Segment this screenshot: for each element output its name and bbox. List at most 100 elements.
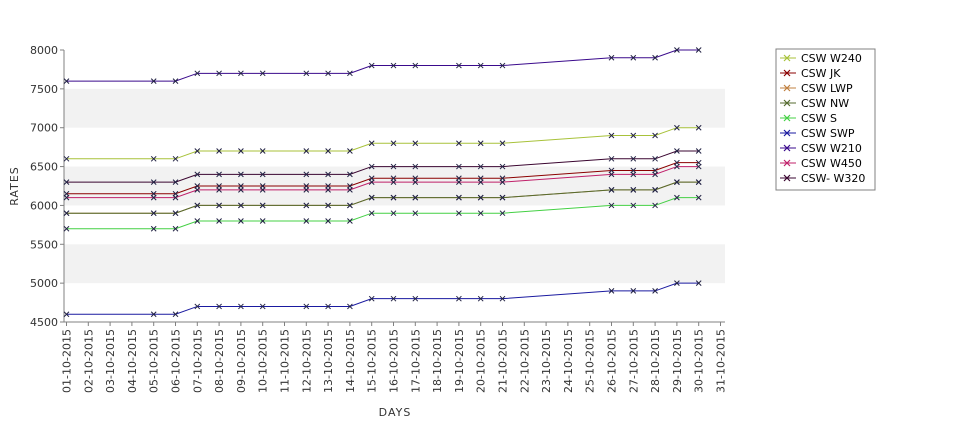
data-point-marker bbox=[150, 155, 157, 162]
data-point-marker bbox=[456, 194, 462, 201]
x-tick-label: 27-10-2015 bbox=[627, 329, 640, 393]
data-point-marker bbox=[216, 218, 222, 224]
x-tick-label: 15-10-2015 bbox=[366, 329, 379, 393]
y-tick-label: 4500 bbox=[30, 316, 58, 329]
data-point-marker bbox=[630, 132, 637, 139]
data-point-marker bbox=[63, 179, 70, 185]
x-tick-label: 20-10-2015 bbox=[475, 329, 488, 393]
data-point-marker bbox=[630, 171, 637, 178]
data-point-marker bbox=[608, 132, 615, 139]
data-point-marker bbox=[456, 179, 462, 185]
data-point-marker bbox=[347, 218, 353, 224]
legend-item: CSW W240 bbox=[780, 52, 862, 65]
legend-label: CSW W240 bbox=[801, 52, 862, 65]
data-point-marker bbox=[630, 288, 637, 294]
y-tick-label: 5500 bbox=[30, 238, 58, 251]
series-group bbox=[63, 194, 702, 232]
grid-band bbox=[64, 244, 725, 284]
data-point-marker bbox=[456, 295, 462, 302]
legend-label: CSW- W320 bbox=[801, 172, 865, 185]
x-tick-label: 28-10-2015 bbox=[649, 329, 662, 393]
data-point-marker bbox=[674, 163, 680, 170]
data-point-marker bbox=[499, 163, 506, 170]
series-line bbox=[66, 127, 699, 160]
data-point-marker bbox=[695, 124, 702, 131]
data-point-marker bbox=[608, 288, 615, 294]
data-point-marker bbox=[194, 148, 201, 154]
x-tick-label: 06-10-2015 bbox=[170, 329, 183, 393]
series-group bbox=[63, 47, 702, 84]
data-point-marker bbox=[630, 155, 637, 162]
data-point-marker bbox=[63, 78, 70, 84]
x-tick-label: 23-10-2015 bbox=[540, 329, 553, 393]
y-tick-label: 5000 bbox=[30, 277, 58, 290]
data-point-marker bbox=[259, 187, 266, 193]
x-tick-label: 17-10-2015 bbox=[409, 329, 422, 393]
data-point-marker bbox=[347, 187, 353, 193]
chart-legend: CSW W240 CSW JK CSW LWP CSW NW CSW S CSW SWP C… bbox=[775, 48, 876, 191]
series-group bbox=[63, 179, 702, 217]
data-point-marker bbox=[347, 171, 353, 178]
data-point-marker bbox=[325, 202, 331, 209]
legend-marker bbox=[783, 174, 791, 182]
data-point-marker bbox=[412, 179, 419, 185]
legend-label: CSW S bbox=[801, 112, 837, 125]
data-point-marker bbox=[303, 202, 310, 209]
data-point-marker bbox=[652, 155, 658, 162]
legend-label: CSW SWP bbox=[801, 127, 855, 140]
data-point-marker bbox=[456, 163, 462, 170]
data-point-marker bbox=[194, 171, 201, 178]
data-point-marker bbox=[674, 47, 680, 53]
data-point-marker bbox=[347, 70, 353, 77]
data-point-marker bbox=[412, 194, 419, 201]
x-tick-label: 19-10-2015 bbox=[453, 329, 466, 393]
grid-bands bbox=[64, 88, 725, 284]
data-point-marker bbox=[259, 303, 266, 310]
data-point-marker bbox=[695, 163, 702, 170]
data-point-marker bbox=[652, 132, 658, 139]
data-point-marker bbox=[674, 280, 680, 286]
data-point-marker bbox=[238, 218, 244, 224]
legend-marker bbox=[783, 99, 791, 107]
series-group bbox=[63, 163, 702, 201]
legend-marker bbox=[783, 159, 791, 167]
x-tick-label: 16-10-2015 bbox=[388, 329, 401, 393]
x-tick-label: 03-10-2015 bbox=[104, 329, 117, 393]
data-point-marker bbox=[652, 202, 658, 209]
legend-marker bbox=[783, 144, 791, 152]
data-point-marker bbox=[194, 70, 201, 77]
data-point-marker bbox=[608, 54, 615, 61]
legend-label: CSW LWP bbox=[801, 82, 853, 95]
y-tick-label: 8000 bbox=[30, 44, 58, 57]
data-point-marker bbox=[216, 187, 222, 193]
data-point-marker bbox=[368, 179, 375, 185]
data-point-marker bbox=[63, 311, 70, 318]
data-point-marker bbox=[325, 303, 331, 310]
grid-band bbox=[64, 166, 725, 206]
x-tick-label: 11-10-2015 bbox=[279, 329, 292, 393]
data-point-marker bbox=[172, 194, 179, 201]
data-point-marker bbox=[499, 140, 506, 147]
data-point-marker bbox=[194, 187, 201, 193]
data-point-marker bbox=[259, 218, 266, 224]
legend-marker bbox=[783, 69, 791, 77]
x-tick-label: 24-10-2015 bbox=[562, 329, 575, 393]
data-point-marker bbox=[238, 148, 244, 154]
data-point-marker bbox=[652, 54, 658, 61]
data-point-marker bbox=[630, 202, 637, 209]
data-point-marker bbox=[150, 78, 157, 84]
x-tick-label: 25-10-2015 bbox=[584, 329, 597, 393]
data-point-marker bbox=[674, 179, 680, 185]
data-point-marker bbox=[499, 179, 506, 185]
data-point-marker bbox=[325, 70, 331, 77]
data-point-marker bbox=[695, 280, 702, 286]
x-tick-label: 30-10-2015 bbox=[693, 329, 706, 393]
data-point-marker bbox=[630, 54, 637, 61]
data-point-marker bbox=[368, 163, 375, 170]
data-point-marker bbox=[477, 194, 484, 201]
data-point-marker bbox=[194, 303, 201, 310]
data-point-marker bbox=[172, 179, 179, 185]
data-point-marker bbox=[390, 62, 397, 69]
data-point-marker bbox=[652, 187, 658, 193]
series-line bbox=[66, 49, 699, 82]
